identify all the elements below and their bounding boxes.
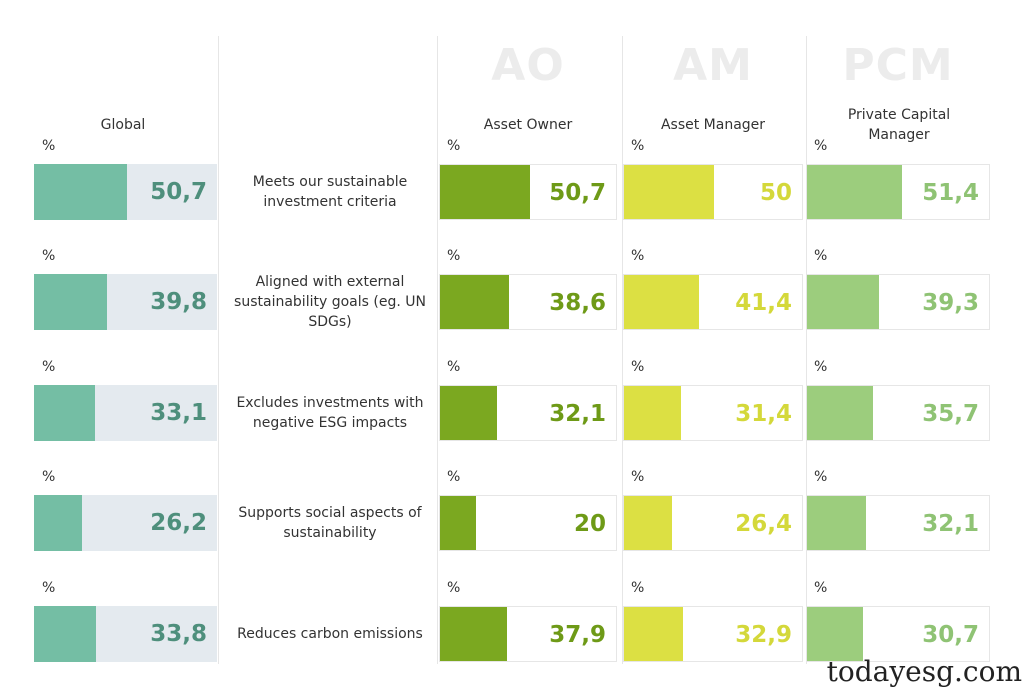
unit-label: % (631, 580, 645, 596)
unit-label: % (814, 138, 828, 154)
bar (440, 496, 476, 550)
unit-label: % (447, 248, 461, 264)
data-label: 41,4 (735, 290, 792, 316)
data-label: 31,4 (735, 401, 792, 427)
unit-label: % (42, 580, 56, 596)
bar-track: 51,4 (806, 164, 990, 220)
bar (807, 165, 902, 219)
unit-label: % (631, 138, 645, 154)
bar (34, 385, 95, 441)
bar (624, 607, 684, 661)
data-label: 39,3 (922, 290, 979, 316)
bar (807, 607, 864, 661)
series-abbreviation: PCM (842, 40, 954, 91)
unit-label: % (814, 248, 828, 264)
bar-track: 35,7 (806, 385, 990, 441)
unit-label: % (447, 359, 461, 375)
data-label: 32,9 (735, 622, 792, 648)
series-name: Global (100, 117, 146, 133)
bar (440, 275, 509, 329)
data-label: 32,1 (922, 511, 979, 537)
data-label: 20 (573, 511, 606, 537)
bar-track: 31,4 (623, 385, 803, 441)
bar (624, 165, 714, 219)
column-divider (437, 36, 438, 664)
bar-track: 32,1 (439, 385, 617, 441)
bar (440, 386, 498, 440)
bar (34, 274, 107, 330)
watermark: todayesg.com (826, 655, 1022, 688)
category-label: Excludes investments with negative ESG i… (236, 395, 424, 431)
bar-track: 32,1 (806, 495, 990, 551)
data-label: 39,8 (150, 289, 207, 315)
data-label: 50 (759, 180, 792, 206)
bar (624, 386, 681, 440)
bar-track: 20 (439, 495, 617, 551)
bar-track: 39,3 (806, 274, 990, 330)
column-divider (622, 36, 623, 664)
category-label: Supports social aspects of sustainabilit… (238, 505, 422, 541)
unit-label: % (42, 138, 56, 154)
bar-track: 50,7 (34, 164, 217, 220)
bar (34, 495, 82, 551)
data-label: 50,7 (150, 179, 207, 205)
data-label: 37,9 (549, 622, 606, 648)
bar-track: 50 (623, 164, 803, 220)
bar-track: 38,6 (439, 274, 617, 330)
category-label: Reduces carbon emissions (237, 626, 423, 642)
bar-track: 26,2 (34, 495, 217, 551)
data-label: 32,1 (549, 401, 606, 427)
bar (807, 275, 880, 329)
unit-label: % (447, 138, 461, 154)
unit-label: % (814, 580, 828, 596)
data-label: 51,4 (922, 180, 979, 206)
data-label: 33,8 (150, 621, 207, 647)
data-label: 30,7 (922, 622, 979, 648)
column-divider (806, 36, 807, 664)
unit-label: % (631, 359, 645, 375)
bar (624, 496, 672, 550)
data-label: 33,1 (150, 400, 207, 426)
category-label: Meets our sustainable investment criteri… (252, 174, 408, 210)
data-label: 35,7 (922, 401, 979, 427)
data-label: 38,6 (549, 290, 606, 316)
bar-track: 26,4 (623, 495, 803, 551)
data-label: 50,7 (549, 180, 606, 206)
bar-track: 37,9 (439, 606, 617, 662)
category-label: Aligned with external sustainability goa… (234, 274, 426, 330)
bar-track: 33,8 (34, 606, 217, 662)
unit-label: % (631, 469, 645, 485)
series-name: Asset Manager (660, 117, 766, 133)
bar-track: 32,9 (623, 606, 803, 662)
bar (440, 607, 508, 661)
bar-track: 39,8 (34, 274, 217, 330)
column-divider (218, 36, 219, 664)
unit-label: % (447, 580, 461, 596)
bar (440, 165, 531, 219)
bar-track: 30,7 (806, 606, 990, 662)
bar-track: 50,7 (439, 164, 617, 220)
unit-label: % (631, 248, 645, 264)
unit-label: % (814, 469, 828, 485)
unit-label: % (814, 359, 828, 375)
bar (807, 386, 873, 440)
unit-label: % (447, 469, 461, 485)
data-label: 26,2 (150, 510, 207, 536)
data-label: 26,4 (735, 511, 792, 537)
unit-label: % (42, 359, 56, 375)
bar-track: 41,4 (623, 274, 803, 330)
series-name: Private Capital Manager (847, 107, 951, 143)
unit-label: % (42, 469, 56, 485)
series-abbreviation: AM (673, 40, 753, 91)
bar-track: 33,1 (34, 385, 217, 441)
series-abbreviation: AO (491, 40, 565, 91)
bar (34, 164, 127, 220)
series-name: Asset Owner (483, 117, 573, 133)
bar (624, 275, 699, 329)
bar (34, 606, 96, 662)
unit-label: % (42, 248, 56, 264)
bar (807, 496, 867, 550)
